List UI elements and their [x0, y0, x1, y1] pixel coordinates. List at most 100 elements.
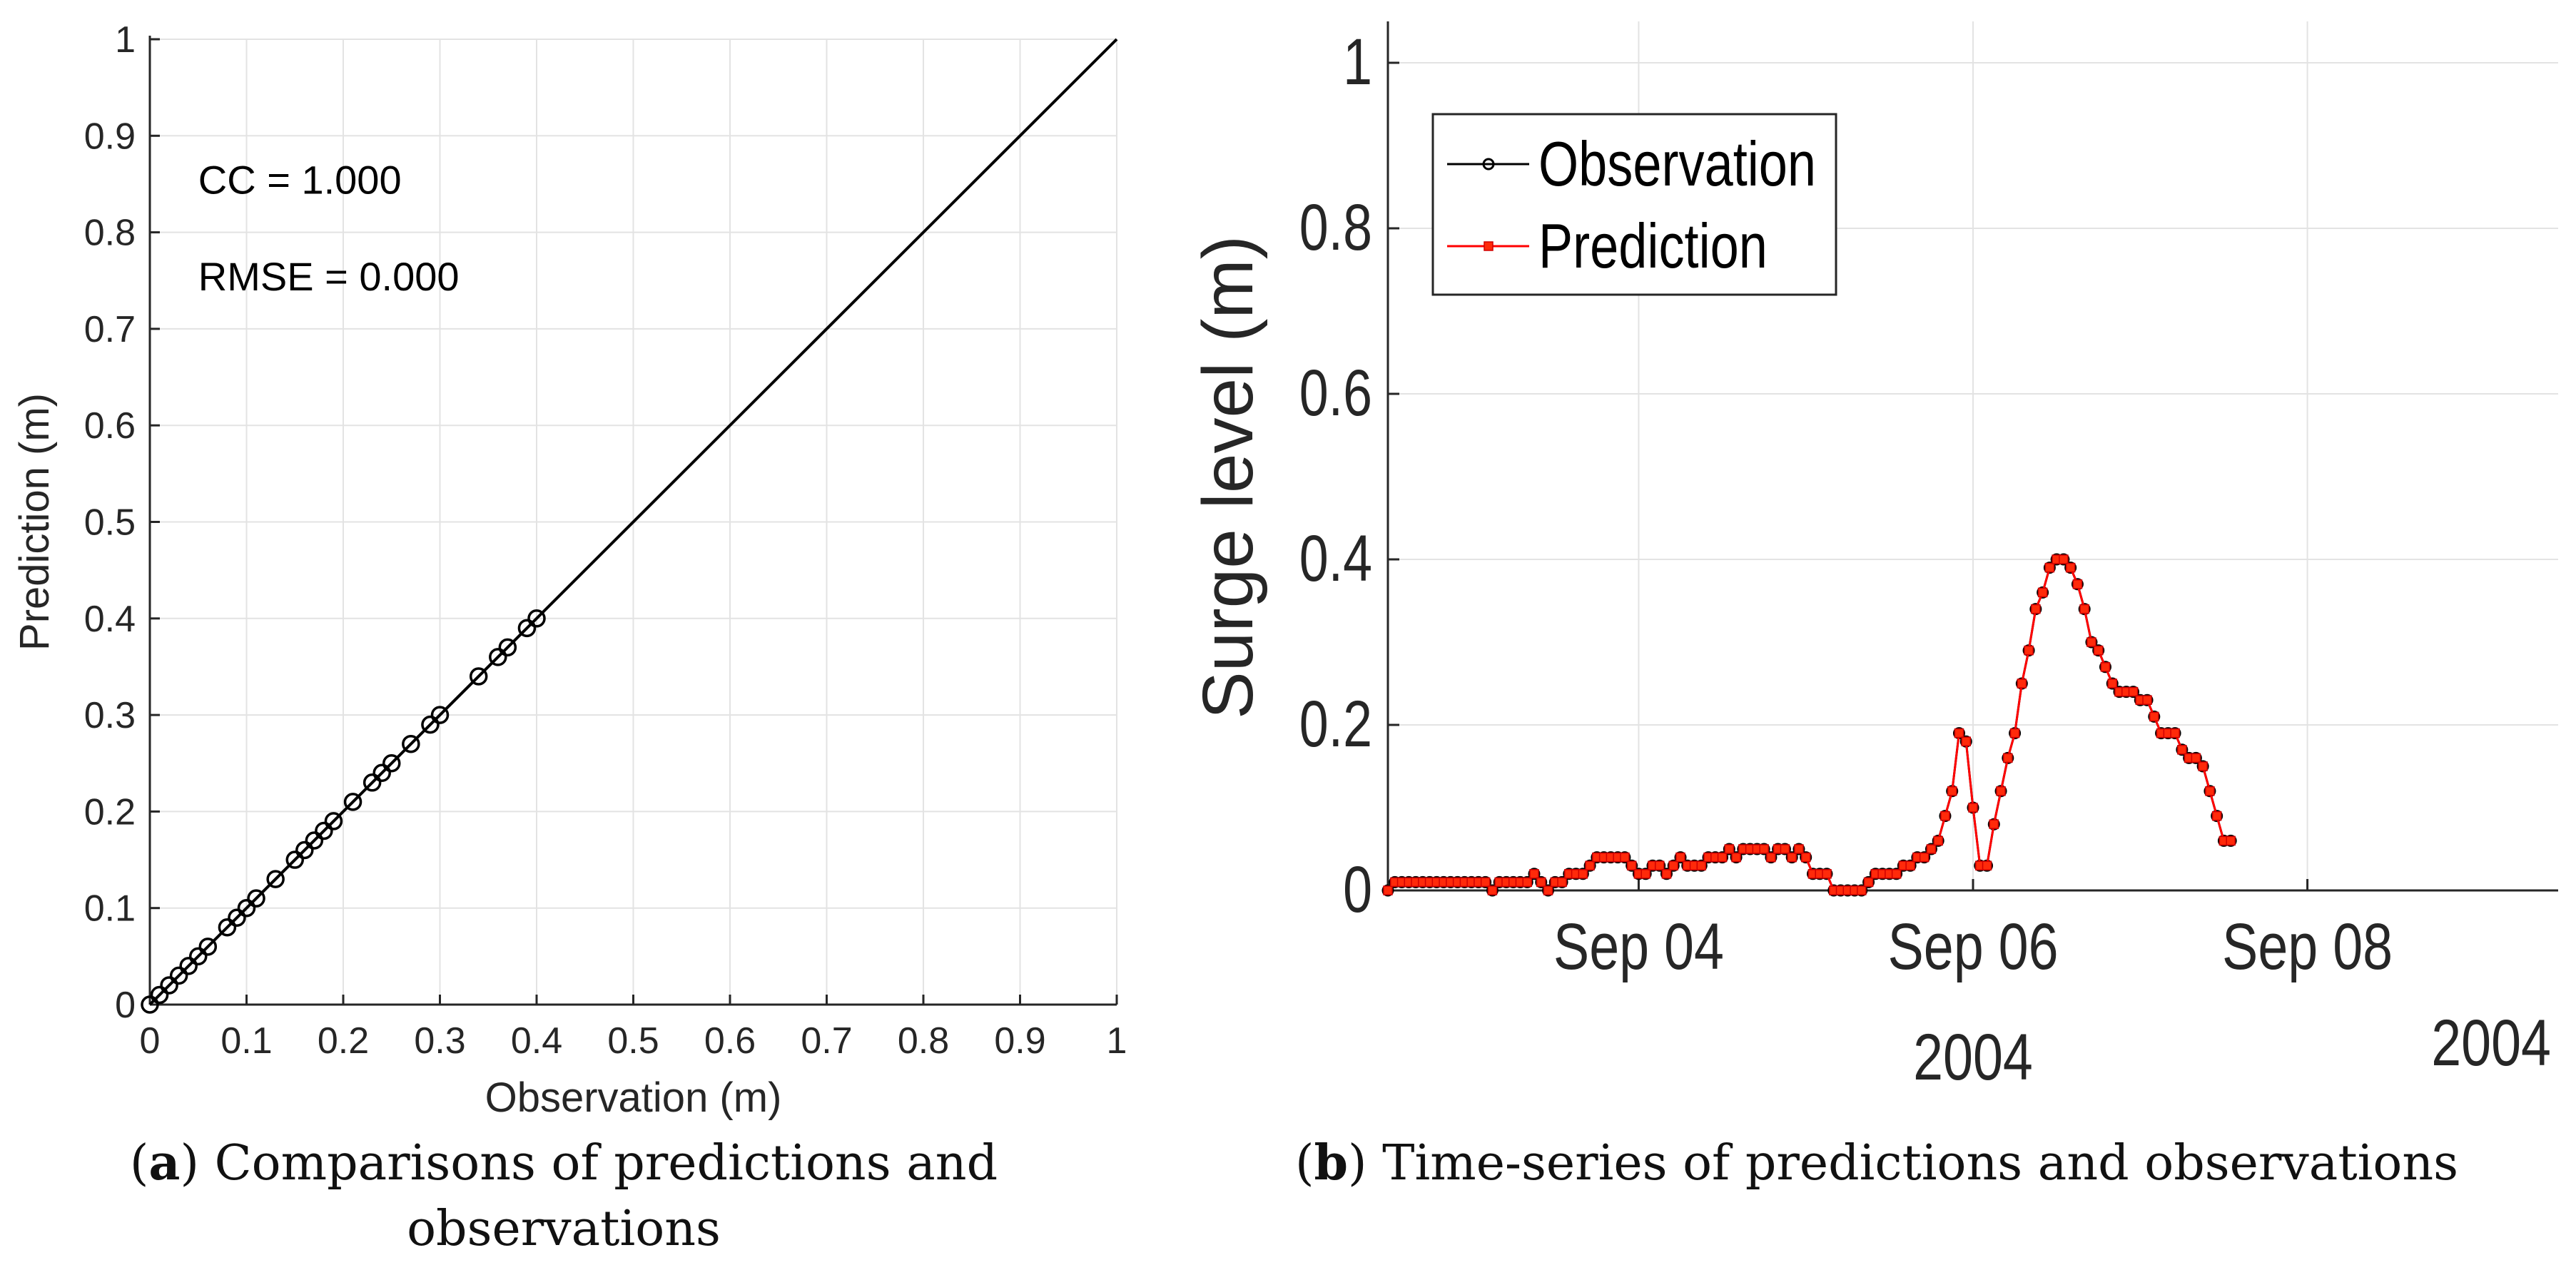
a-y-tick-label: 0.8	[84, 213, 136, 254]
b-prediction-point	[2107, 679, 2117, 689]
a-data-point	[372, 763, 391, 783]
b-prediction-point	[2226, 835, 2236, 846]
a-data-point	[237, 898, 256, 918]
a-x-tick-label: 0.2	[318, 1020, 369, 1062]
b-prediction-point	[1620, 852, 1630, 863]
a-data-point	[285, 850, 304, 869]
a-x-axis-label: Observation (m)	[485, 1075, 782, 1121]
panel-a-correlation-chart: 0 0.1 0.2 0.3 0.4 0.5 0.6 0.7 0.8 0.9 1 0 0.1 0.2 0.3 0…	[11, 19, 1127, 1121]
b-prediction-point	[1933, 835, 1943, 846]
b-prediction-point	[2149, 711, 2159, 722]
b-prediction-point	[1480, 877, 1491, 888]
b-prediction-point	[1780, 844, 1790, 854]
b-prediction-point	[2205, 786, 2215, 796]
b-prediction-point	[1954, 728, 1964, 738]
a-y-tick-label: 0	[115, 985, 136, 1026]
a-data-point	[315, 821, 333, 840]
b-prediction-point	[1717, 852, 1728, 863]
b-y-axis-label: Surge level (m)	[1188, 235, 1268, 719]
b-y-tick-label: 0.4	[1299, 522, 1372, 595]
b-y-tick-label: 0.2	[1299, 687, 1372, 761]
a-y-tick-label: 0.5	[84, 502, 136, 544]
a-y-tick-label: 0.1	[84, 888, 136, 930]
a-x-tick-label: 1	[1107, 1020, 1127, 1062]
a-data-point	[469, 667, 488, 686]
b-prediction-point	[1794, 844, 1804, 854]
a-x-tick-label: 0	[140, 1020, 161, 1062]
b-prediction-point	[1543, 885, 1553, 895]
a-data-point	[189, 947, 208, 966]
a-data-point	[228, 908, 246, 927]
a-data-point	[169, 966, 188, 985]
b-prediction-point	[2003, 753, 2013, 763]
a-reference-line	[148, 38, 1118, 1006]
a-x-tick-label: 0.1	[220, 1020, 272, 1062]
b-prediction-point	[1759, 844, 1769, 854]
b-legend: Observation Prediction	[1431, 113, 1837, 296]
b-prediction-point	[2065, 562, 2076, 573]
b-y-tick-label: 0.6	[1299, 356, 1372, 430]
b-prediction-point	[1822, 869, 1832, 879]
a-y-tick-label: 0.4	[84, 599, 136, 640]
a-data-point	[150, 985, 169, 1005]
b-prediction-point	[1857, 885, 1867, 895]
b-x-tick-year: 2004	[1913, 1020, 2033, 1094]
b-prediction-point	[2072, 579, 2083, 589]
b-corner-year-label: 2004	[2431, 1006, 2551, 1080]
b-prediction-point	[1905, 860, 1915, 870]
b-prediction-point	[1947, 786, 1957, 796]
b-prediction-point	[2128, 686, 2139, 697]
a-data-point	[160, 976, 178, 995]
b-prediction-point	[1766, 852, 1776, 863]
a-x-tick-label: 0.6	[704, 1020, 756, 1062]
b-prediction-point	[1863, 877, 1874, 888]
b-prediction-point	[2044, 562, 2055, 573]
b-prediction-point	[2170, 728, 2180, 738]
b-legend-marker	[1482, 158, 1495, 171]
a-y-axis-label: Prediction (m)	[11, 393, 58, 651]
caption-a-label: a	[148, 1134, 181, 1192]
b-x-tick-label: Sep 04	[1553, 910, 1724, 983]
a-annotation-rmse: RMSE = 0.000	[198, 254, 460, 299]
b-prediction-point	[2059, 554, 2069, 564]
b-prediction-point	[1487, 885, 1498, 895]
a-x-tick-label: 0.8	[898, 1020, 949, 1062]
b-prediction-point	[1578, 869, 1588, 879]
a-data-point	[430, 706, 450, 724]
a-data-point	[402, 734, 420, 753]
b-prediction-point	[2037, 587, 2048, 598]
b-prediction-point	[1668, 860, 1678, 870]
caption-b-label: b	[1314, 1134, 1349, 1192]
b-prediction-point	[1661, 869, 1672, 879]
a-data-point	[421, 715, 440, 734]
a-x-tick-label: 0.5	[607, 1020, 659, 1062]
b-legend-label: Observation	[1538, 129, 1816, 199]
b-prediction-point	[1982, 860, 1992, 870]
b-prediction-point	[2009, 728, 2020, 738]
b-y-tick-label: 1	[1343, 25, 1372, 98]
b-prediction-point	[2142, 695, 2152, 705]
a-x-tick-label: 0.9	[994, 1020, 1045, 1062]
b-prediction-point	[1536, 877, 1546, 888]
b-prediction-point	[1919, 852, 1930, 863]
a-data-point	[343, 793, 362, 811]
b-prediction-point	[2031, 604, 2041, 614]
a-x-tick-label: 0.7	[801, 1020, 852, 1062]
caption-a: (a) Comparisons of predictions and obser…	[129, 1134, 998, 1257]
b-prediction-point	[1675, 852, 1685, 863]
b-legend-box	[1431, 113, 1837, 296]
b-legend-label: Prediction	[1538, 211, 1768, 281]
b-y-tick-label: 0.8	[1299, 191, 1372, 264]
b-prediction-point	[1724, 844, 1735, 854]
a-x-tick-label: 0.3	[414, 1020, 465, 1062]
a-data-point	[266, 870, 285, 888]
b-x-tick-label: Sep 06	[1887, 910, 2058, 983]
b-legend-marker	[1484, 241, 1494, 251]
a-y-tick-label: 0.9	[84, 116, 136, 157]
a-y-tick-label: 0.6	[84, 405, 136, 447]
caption-b-text: Time-series of predictions and observati…	[1366, 1135, 2459, 1192]
caption-b: (b) Time-series of predictions and obser…	[1294, 1134, 2459, 1192]
b-prediction-point	[1696, 860, 1707, 870]
b-prediction-point	[2017, 679, 2027, 689]
a-data-point	[362, 773, 382, 792]
